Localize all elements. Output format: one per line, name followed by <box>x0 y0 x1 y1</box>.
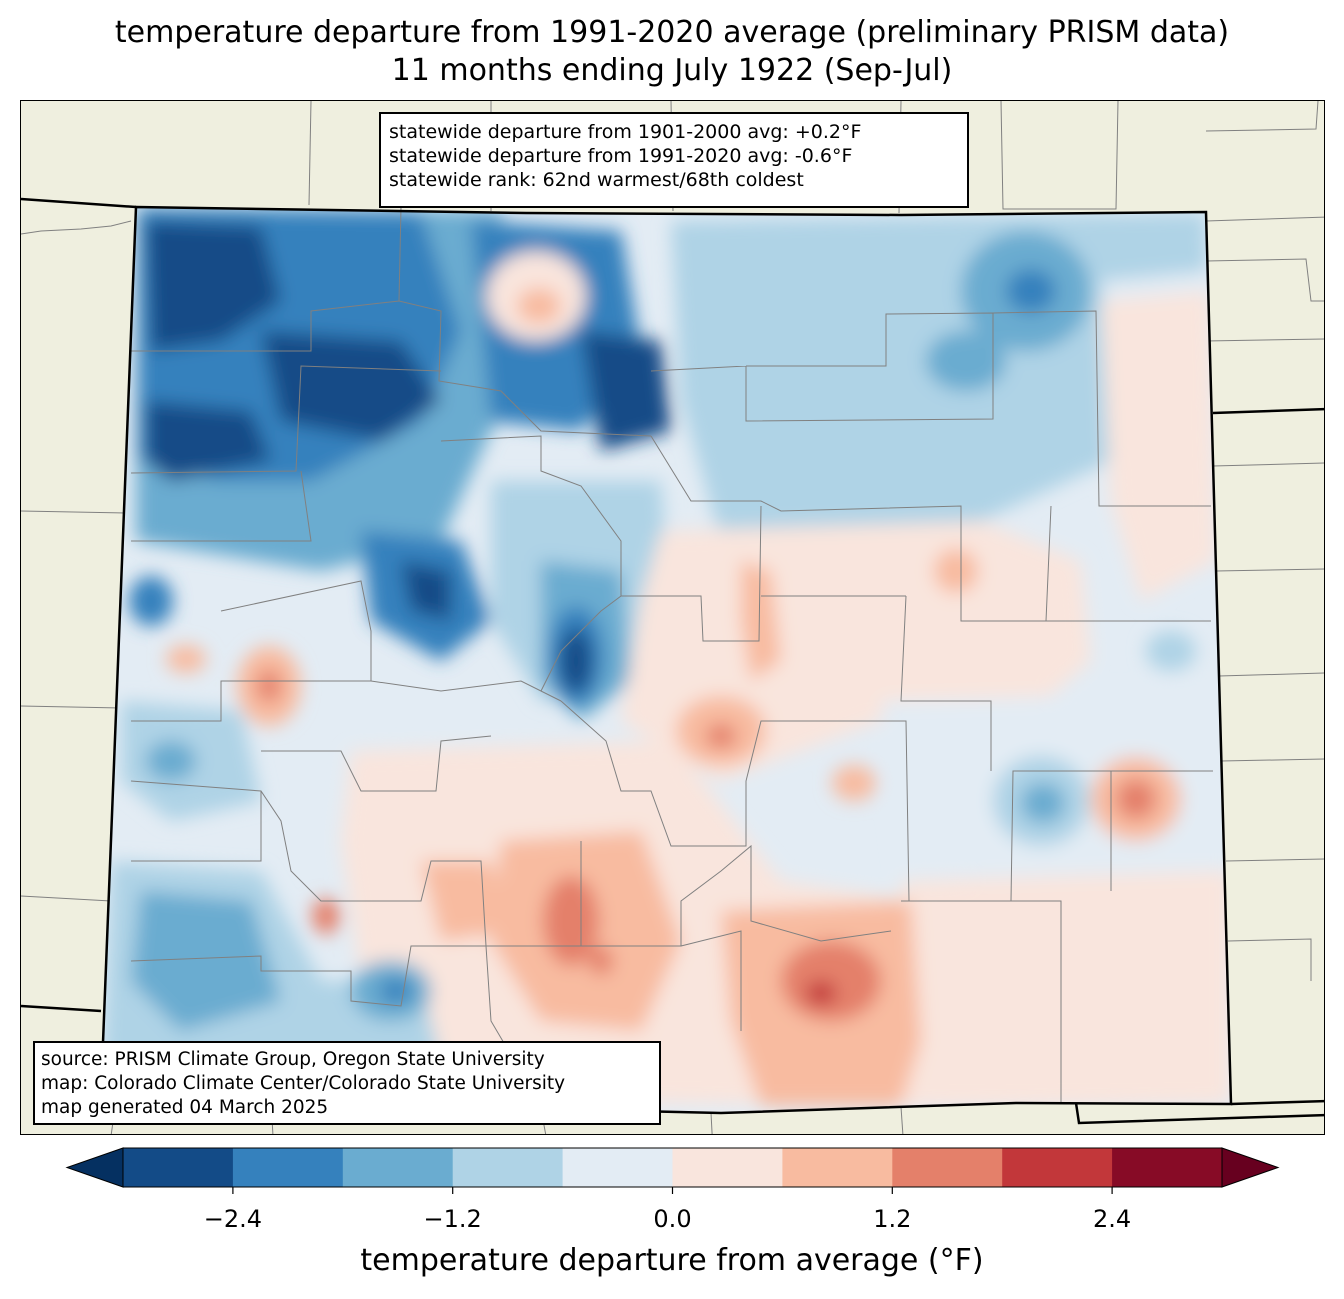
colorbar-segment <box>342 1148 454 1187</box>
colorbar-segment <box>562 1148 673 1187</box>
map-frame: statewide departure from 1901-2000 avg: … <box>20 100 1325 1135</box>
colorbar-segments <box>65 1147 1280 1188</box>
stats-rank: statewide rank: 62nd warmest/68th coldes… <box>389 169 804 191</box>
map-credit-line: map: Colorado Climate Center/Colorado St… <box>41 1073 566 1094</box>
colorbar-segment <box>892 1148 1003 1187</box>
stats-departure-1901-2000: statewide departure from 1901-2000 avg: … <box>389 121 862 143</box>
colorbar-ticks <box>232 1187 1113 1194</box>
title-line-1: temperature departure from 1991-2020 ave… <box>114 15 1230 50</box>
colorbar <box>65 1147 1280 1194</box>
colorbar-segment <box>782 1148 893 1187</box>
colorbar-tick-label: −2.4 <box>203 1205 263 1233</box>
stats-departure-1991-2020: statewide departure from 1991-2020 avg: … <box>389 145 853 167</box>
map-canvas <box>21 101 1324 1134</box>
colorbar-segment <box>232 1148 344 1187</box>
colorbar-tick-label: 1.2 <box>873 1205 912 1233</box>
colorbar-under-arrow <box>65 1147 124 1188</box>
colorbar-segment <box>1002 1148 1113 1187</box>
temperature-field <box>101 207 1231 1113</box>
colorbar-segment <box>1112 1148 1223 1187</box>
colorbar-title: temperature departure from average (°F) <box>360 1243 984 1278</box>
source-line: source: PRISM Climate Group, Oregon Stat… <box>41 1049 545 1070</box>
colorado-county-lines <box>130 206 1213 1107</box>
colorbar-tick-label: −1.2 <box>423 1205 482 1233</box>
title-line-2: 11 months ending July 1922 (Sep-Jul) <box>391 53 953 88</box>
colorbar-tick-label: 2.4 <box>1093 1205 1132 1233</box>
colorbar-tick-label: 0.0 <box>653 1205 692 1233</box>
colorbar-over-arrow <box>1221 1147 1280 1188</box>
statewide-stats-box: statewide departure from 1901-2000 avg: … <box>379 112 969 208</box>
generated-date-line: map generated 04 March 2025 <box>41 1097 329 1118</box>
source-box: source: PRISM Climate Group, Oregon Stat… <box>33 1041 661 1125</box>
colorbar-segment <box>672 1148 783 1187</box>
colorbar-segment <box>123 1148 234 1187</box>
colorbar-segment <box>452 1148 564 1187</box>
map-title: temperature departure from 1991-2020 ave… <box>0 14 1344 90</box>
